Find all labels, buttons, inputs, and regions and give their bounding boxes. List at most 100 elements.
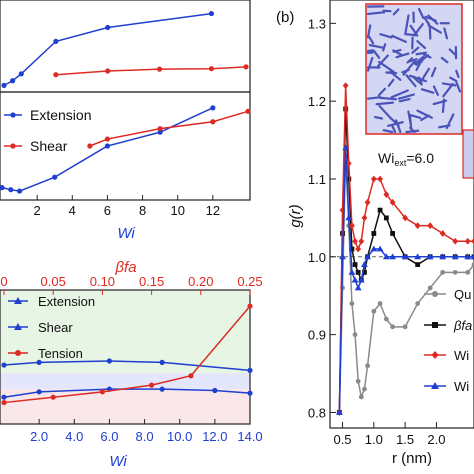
bottom-left-series-0-point [159,359,165,365]
inset-chain [397,93,415,100]
top-left-series-1-line [55,66,247,76]
bottom-left-legend-label: Shear [38,320,73,335]
panel-b-ylabel: g(r) [287,204,304,227]
panel-b-series-1-point [362,269,367,275]
middle-left-series-1-point [210,119,216,125]
inset-frame [365,3,463,135]
bottom-left-band-0 [0,290,250,374]
background-bands [0,290,250,424]
inset-chain [368,43,384,49]
panel-b-series-1-point [383,215,389,221]
panel-b-series-2-point [383,191,390,198]
top-left-series-0-point [53,38,59,44]
inset-chain [366,56,374,72]
panel-b-series-2-point [377,175,383,183]
bottom-left-series-0-point [36,359,42,365]
inset-chain [405,129,420,134]
panel-b-series-2-point [364,198,371,206]
middle-left-series-0-point [104,143,111,149]
panel-b-series-0-point [415,301,421,306]
panel-b-series-0-point [383,316,389,322]
inset-chain [449,76,458,83]
inset-chain [455,81,462,93]
panel-b-series-3-point [382,253,390,260]
inset-chain [382,129,394,134]
panel-b-series-0-point [427,285,433,291]
top-left-series-0-point [10,78,16,84]
inset-chain [416,40,427,50]
inset-chain [413,22,424,37]
panel-b-series-1-point [349,246,355,252]
panel-b-series-2-point [452,237,459,245]
bottom-left-xtick-label: 6.0 [100,429,118,444]
bottom-left-top-xtick-label: 0.10 [90,274,115,289]
panel-b-series-3-point [439,253,447,260]
panel-b-series-0-point [365,363,370,369]
bottom-left-top-xtick-label: 0.25 [237,274,262,289]
panel-b-legend-marker [431,351,439,359]
inset-chain [418,76,423,86]
panel-b-frame [329,0,474,429]
bottom-left-series-1-point [1,394,7,400]
bottom-left-series-2-point [188,373,194,379]
bottom-left-series-1-point [36,389,42,395]
middle-left-legend-extension-label: Extension [30,107,91,123]
panel-b-series-1-point [352,262,358,267]
panel-b-series-3-point [339,253,346,260]
inset-chain [432,85,439,96]
inset-chain [408,58,418,63]
panel-b-legend-marker [432,322,438,328]
inset-chain [398,97,411,103]
panel-b-ytick-label: 1.2 [308,94,326,109]
bottom-left-xlabel: Wi [109,453,127,470]
middle-left-legend-shear-label: Shear [30,138,68,154]
bottom-left-legend-label: Tension [38,346,83,361]
inset-chain [423,17,431,26]
panel-b-series-3-point [364,253,371,260]
inset-chain [394,119,402,134]
bottom-left-xtick-label: 4.0 [65,429,83,444]
top-left-series-0-point [18,71,24,77]
bottom-left-legend-marker [14,323,22,330]
panel-b-series-2-point [464,237,471,245]
inset-chain [366,24,372,39]
bottom-left-legend-marker [14,297,22,304]
panel-b-series-0-point [440,269,446,275]
bottom-left-series-2-point [149,382,155,388]
inset-chain [366,11,386,16]
inset-snapshot [365,3,474,179]
inset-chain [430,66,437,78]
panel-b-series-3-point [361,261,368,267]
middle-left-series-0-point [210,105,216,111]
bottom-left-top-xtick-label: 0.05 [41,274,66,289]
bottom-left-series-2-point [1,399,7,406]
panel-b-xlabel: r (nm) [392,450,432,467]
bottom-left-series-2-point [247,303,253,309]
panel-b-ytick-label: 1.0 [308,250,326,265]
panel-b-xtick-label: 1.0 [365,432,383,447]
panel-b-series-1-point [355,269,361,275]
panel-b-series-2-point [414,222,421,230]
top-left-series-1-point [243,64,249,70]
inset-chain [408,114,413,130]
panel-b-series-3-point [376,245,384,252]
panel-b-xtick-label: 1.5 [396,432,414,447]
panel-b-series-3-point [464,253,472,260]
middle-left-xtick-label: 4 [69,203,76,218]
inset-chain [440,56,449,64]
inset-chain [415,54,430,66]
inset-chain [402,60,416,76]
panel-b-series-2-point [402,214,409,222]
top-left-series-1-point [53,72,59,78]
bottom-left-xtick-label: 8.0 [136,429,154,444]
middle-left-xlabel: Wi [117,225,135,242]
bottom-left-series-0-point [106,358,113,364]
top-left-series-1-point [208,66,215,72]
top-left-series-1-point [105,68,111,74]
panel-b-series-3-point [470,253,474,260]
bottom-left-series-1-point [159,386,165,392]
top-left-series-0-point [1,82,7,88]
inset-chain [382,43,387,52]
inset-chain [378,104,392,120]
